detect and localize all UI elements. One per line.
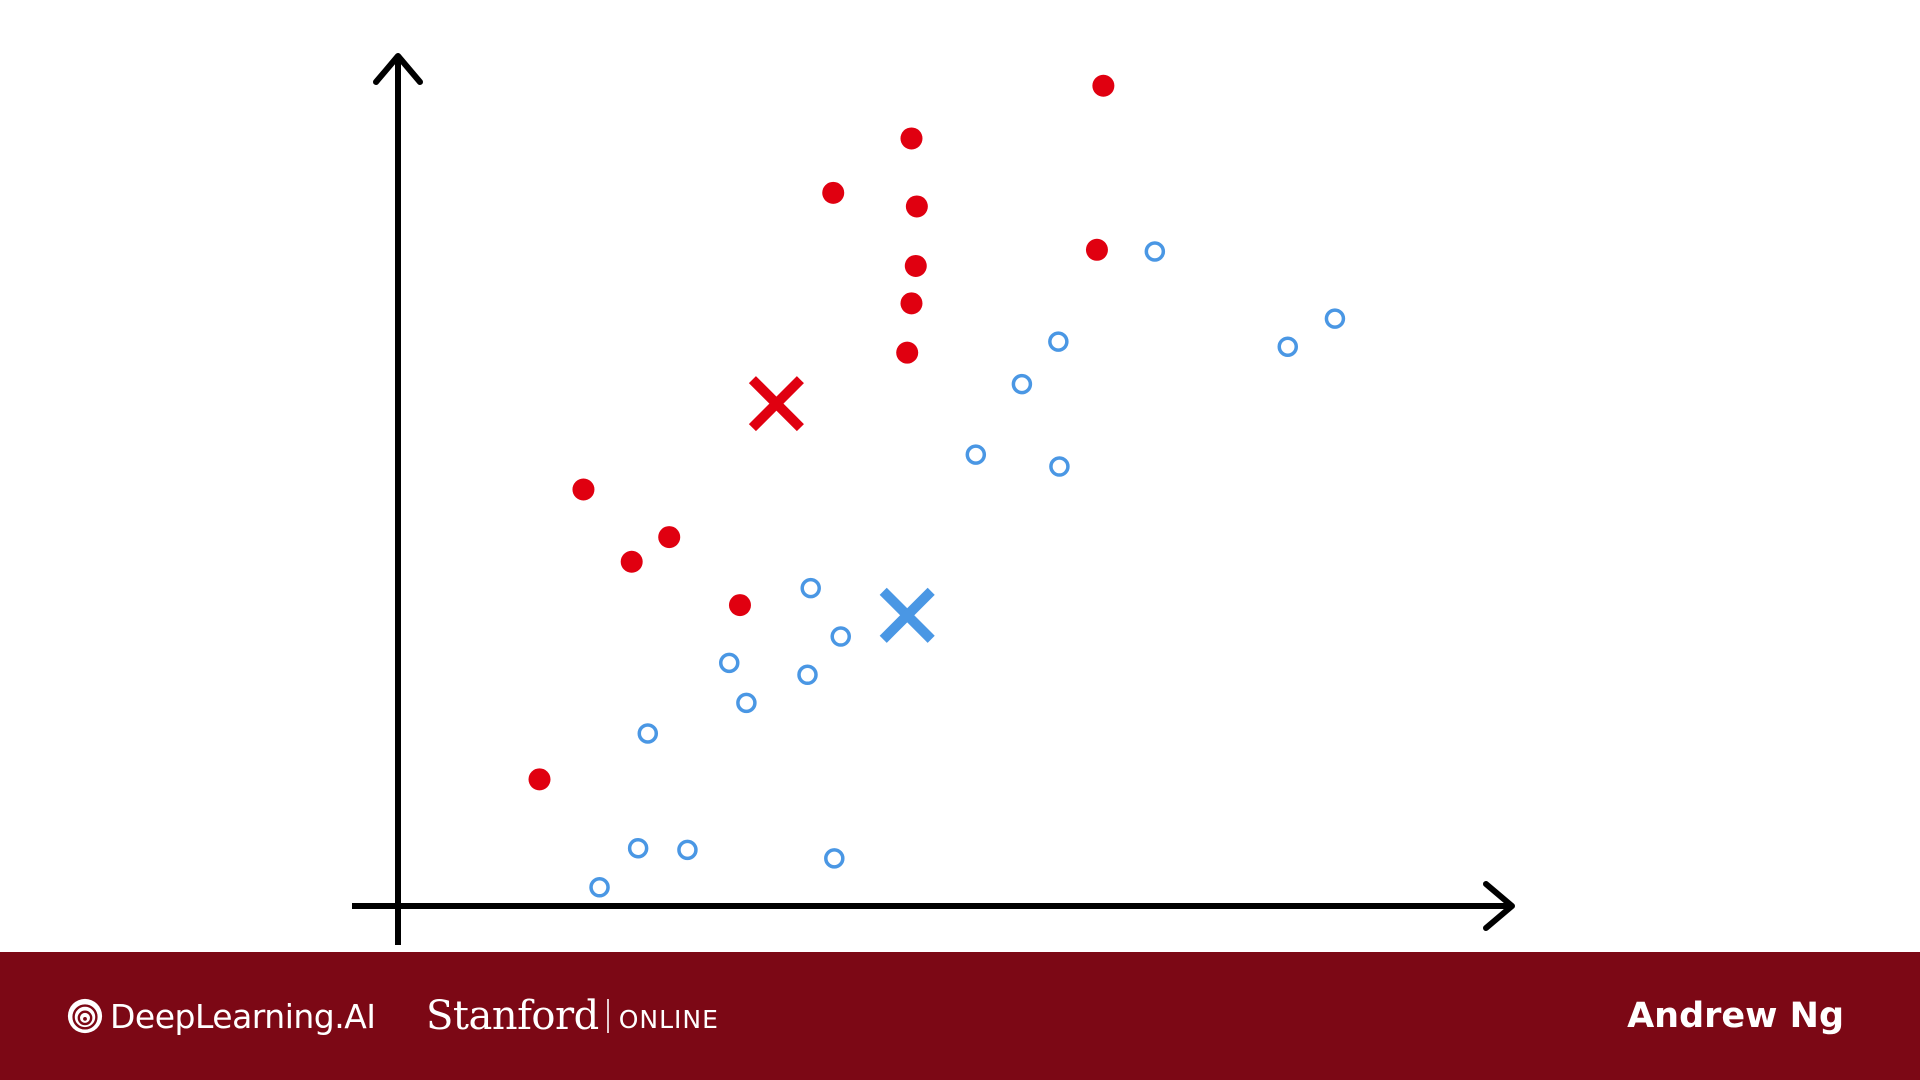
red-data-point	[620, 550, 643, 573]
blue-data-point	[1049, 456, 1070, 477]
red-data-point	[528, 768, 551, 791]
stanford-text: Stanford	[426, 993, 599, 1039]
deeplearning-ai-logo: DeepLearning.AI	[66, 952, 376, 1080]
red-data-point	[822, 181, 845, 204]
centroid-cross-marker	[748, 376, 804, 432]
x-axis-arrowhead	[1483, 881, 1515, 931]
deeplearning-swirl-icon	[67, 998, 103, 1034]
blue-data-point	[800, 577, 821, 599]
scatter-plot	[352, 53, 1515, 945]
blue-data-point	[718, 652, 740, 674]
red-data-point	[904, 254, 927, 277]
stanford-divider	[606, 999, 609, 1033]
red-data-point	[728, 594, 751, 617]
blue-data-point	[1277, 336, 1299, 357]
red-data-point	[1092, 74, 1115, 97]
deeplearning-ai-text: DeepLearning.AI	[110, 996, 376, 1036]
red-data-point	[896, 341, 919, 364]
centroid-cross-marker	[879, 587, 935, 643]
y-axis-arrowhead	[373, 53, 423, 85]
red-data-point	[905, 195, 928, 218]
red-data-point	[900, 127, 923, 150]
blue-data-point	[1144, 241, 1166, 262]
blue-data-point	[797, 664, 818, 686]
online-text: ONLINE	[618, 1004, 719, 1034]
red-data-point	[1085, 238, 1108, 261]
blue-data-point	[589, 877, 610, 898]
blue-data-point	[1324, 308, 1346, 329]
blue-data-point	[830, 626, 851, 647]
axes	[352, 53, 1515, 945]
blue-data-point	[677, 839, 698, 861]
presenter-name: Andrew Ng	[1627, 996, 1844, 1036]
red-data-point	[572, 478, 595, 501]
blue-data-point	[1011, 373, 1033, 395]
data-points	[528, 74, 1346, 898]
footer-bar: DeepLearning.AI Stanford ONLINE Andrew N…	[0, 952, 1920, 1080]
blue-data-point	[736, 692, 757, 714]
blue-data-point	[627, 837, 649, 859]
blue-data-point	[637, 723, 659, 744]
blue-data-point	[1048, 331, 1069, 352]
blue-data-point	[824, 848, 845, 869]
red-data-point	[900, 292, 923, 315]
stanford-online-logo: Stanford ONLINE	[426, 952, 719, 1080]
blue-data-point	[965, 444, 987, 465]
red-data-point	[658, 526, 681, 549]
